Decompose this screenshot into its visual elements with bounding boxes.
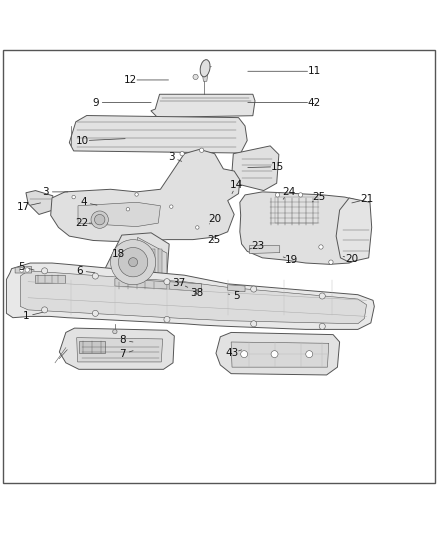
Text: 3: 3	[42, 187, 49, 197]
Polygon shape	[79, 341, 105, 353]
Circle shape	[42, 307, 48, 313]
Circle shape	[129, 257, 138, 266]
Polygon shape	[202, 74, 208, 81]
Circle shape	[113, 329, 117, 334]
Text: 3: 3	[168, 152, 175, 162]
Circle shape	[199, 148, 204, 152]
Ellipse shape	[200, 60, 210, 77]
Text: 14: 14	[230, 180, 243, 190]
Circle shape	[319, 324, 325, 329]
Circle shape	[110, 240, 155, 285]
Circle shape	[118, 247, 148, 277]
Polygon shape	[60, 328, 174, 369]
Text: 37: 37	[173, 278, 186, 288]
Circle shape	[126, 207, 130, 211]
Polygon shape	[35, 275, 65, 283]
Polygon shape	[216, 333, 339, 375]
Text: 1: 1	[23, 311, 29, 321]
Text: 5: 5	[233, 291, 240, 301]
Text: 12: 12	[124, 75, 137, 85]
Polygon shape	[232, 146, 279, 191]
Circle shape	[95, 214, 105, 225]
Text: 20: 20	[345, 254, 358, 264]
Circle shape	[241, 351, 247, 358]
Text: 42: 42	[308, 98, 321, 108]
Text: 8: 8	[120, 335, 126, 345]
Polygon shape	[249, 246, 280, 254]
Text: 18: 18	[112, 249, 125, 260]
Polygon shape	[158, 248, 162, 282]
Polygon shape	[26, 191, 53, 214]
Text: 17: 17	[17, 201, 30, 212]
Circle shape	[319, 245, 323, 249]
Polygon shape	[15, 266, 32, 273]
Text: 11: 11	[308, 66, 321, 76]
Polygon shape	[138, 237, 167, 289]
Text: 43: 43	[226, 348, 239, 358]
Circle shape	[276, 193, 280, 197]
Polygon shape	[115, 279, 167, 289]
Circle shape	[329, 260, 333, 264]
Circle shape	[319, 293, 325, 299]
Circle shape	[72, 196, 75, 199]
Polygon shape	[77, 337, 162, 362]
Circle shape	[42, 268, 48, 274]
Polygon shape	[99, 233, 169, 289]
Text: 5: 5	[18, 262, 25, 271]
Polygon shape	[231, 342, 329, 367]
Text: 25: 25	[207, 236, 220, 246]
Circle shape	[298, 193, 303, 197]
Circle shape	[306, 351, 313, 358]
Polygon shape	[151, 94, 255, 117]
Polygon shape	[69, 116, 247, 153]
Circle shape	[25, 268, 29, 272]
Text: 23: 23	[251, 241, 265, 251]
Text: 21: 21	[360, 194, 373, 204]
Text: 38: 38	[190, 287, 203, 297]
Text: 10: 10	[76, 136, 89, 146]
Polygon shape	[51, 149, 240, 241]
Polygon shape	[336, 198, 372, 262]
Circle shape	[92, 310, 99, 317]
Text: 22: 22	[76, 218, 89, 228]
Polygon shape	[151, 248, 155, 282]
Circle shape	[196, 225, 199, 229]
Polygon shape	[7, 263, 374, 329]
Polygon shape	[240, 192, 370, 264]
Polygon shape	[228, 285, 245, 292]
Text: 24: 24	[282, 187, 295, 197]
Text: 4: 4	[80, 197, 87, 207]
Polygon shape	[20, 271, 367, 324]
Text: 15: 15	[271, 161, 284, 172]
Circle shape	[271, 351, 278, 358]
Circle shape	[251, 321, 257, 327]
Circle shape	[19, 268, 24, 272]
Circle shape	[180, 151, 184, 156]
Circle shape	[164, 279, 170, 285]
Circle shape	[91, 211, 108, 228]
Text: 20: 20	[208, 214, 221, 224]
Text: 7: 7	[120, 349, 126, 359]
Circle shape	[193, 74, 198, 79]
Polygon shape	[169, 281, 201, 292]
Polygon shape	[145, 248, 148, 282]
Text: 19: 19	[285, 255, 299, 265]
Polygon shape	[78, 203, 160, 227]
Circle shape	[92, 273, 99, 279]
Text: 9: 9	[92, 98, 99, 108]
Circle shape	[135, 193, 138, 196]
Circle shape	[251, 286, 257, 292]
Circle shape	[164, 317, 170, 322]
Circle shape	[170, 205, 173, 208]
Text: 6: 6	[76, 266, 83, 276]
Text: 25: 25	[312, 192, 325, 202]
